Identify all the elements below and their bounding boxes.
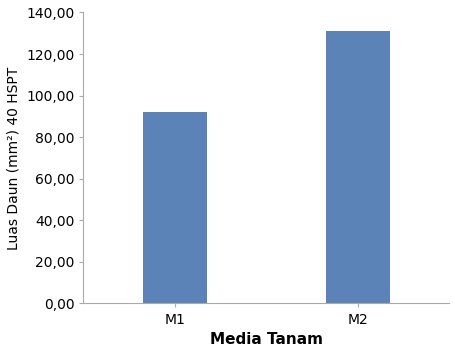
X-axis label: Media Tanam: Media Tanam <box>209 332 322 347</box>
Bar <box>325 31 389 303</box>
Bar <box>142 112 206 303</box>
Y-axis label: Luas Daun (mm²) 40 HSPT: Luas Daun (mm²) 40 HSPT <box>7 66 21 250</box>
